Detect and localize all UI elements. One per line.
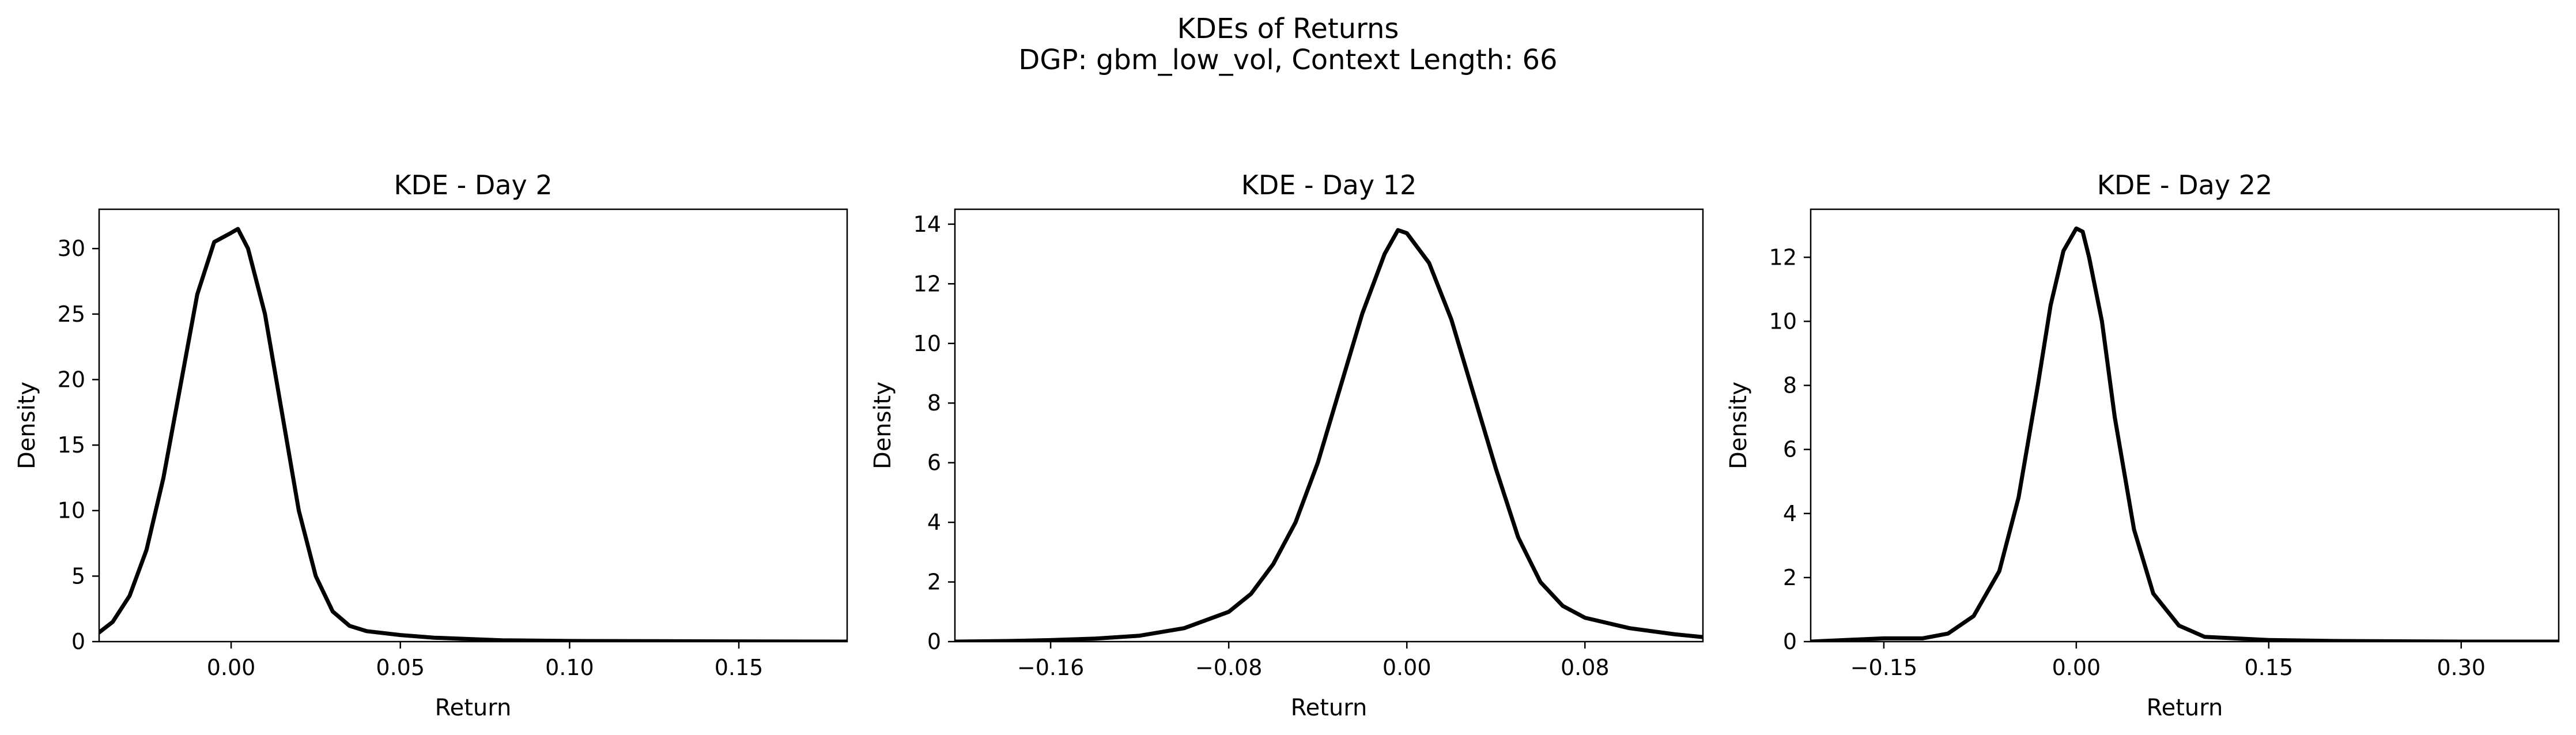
y-tick-label: 0 [927,629,941,654]
x-tick-label: −0.16 [1017,655,1084,680]
y-tick-label: 14 [913,212,941,237]
x-tick-label: 0.15 [715,655,764,680]
y-tick-label: 6 [927,450,941,476]
x-tick-label: −0.15 [1850,655,1917,680]
y-tick-label: 0 [71,629,85,654]
kde-panel-2: −0.16 −0.08 0.00 0.08 0 2 4 6 8 10 12 14 KDE - Day 1… [870,169,1704,721]
panel-title: KDE - Day 22 [2097,169,2272,201]
kde-curve [1811,226,2559,642]
y-tick-label: 8 [927,390,941,416]
x-tick-label: 0.10 [545,655,594,680]
y-axis-label: Density [14,382,40,469]
y-tick-label: 10 [1769,308,1797,334]
y-tick-label: 12 [913,271,941,296]
x-axis-label: Return [435,695,512,721]
x-tick-label: 0.15 [2245,655,2294,680]
x-tick-label: 0.05 [376,655,425,680]
y-tick-label: 10 [58,498,85,523]
figure-suptitle: KDEs of Returns [1177,13,1399,45]
figure-subtitle: DGP: gbm_low_vol, Context Length: 66 [1018,44,1558,76]
y-tick-label: 0 [1783,629,1797,654]
x-tick-label: 0.30 [2437,655,2486,680]
y-tick-label: 20 [58,367,85,392]
y-tick-label: 15 [58,432,85,458]
axes-frame [1810,208,2560,643]
y-tick-label: 10 [913,331,941,356]
panel-title: KDE - Day 2 [394,169,552,201]
y-tick-label: 2 [1783,565,1797,590]
x-tick-label: 0.00 [1383,655,1431,680]
y-axis-label: Density [870,382,896,469]
y-tick-label: 25 [58,301,85,327]
y-tick-label: 4 [1783,501,1797,526]
y-tick-label: 4 [927,510,941,535]
x-tick-label: 0.00 [2052,655,2101,680]
kde-curve [955,228,1703,642]
x-tick-label: −0.08 [1195,655,1262,680]
axes-frame [98,208,848,643]
y-tick-label: 30 [58,236,85,261]
kde-curve [99,227,847,642]
y-tick-label: 5 [71,563,85,589]
x-tick-label: 0.00 [207,655,256,680]
y-axis-label: Density [1725,382,1752,469]
x-axis-label: Return [2147,695,2223,721]
x-tick-label: 0.08 [1561,655,1610,680]
axes-frame [954,208,1704,643]
kde-panel-1: 0.00 0.05 0.10 0.15 0 5 10 15 20 25 30 KDE - Day 2 R… [14,169,848,721]
y-tick-label: 12 [1769,244,1797,270]
y-tick-label: 6 [1783,437,1797,462]
y-tick-label: 2 [927,570,941,595]
panel-title: KDE - Day 12 [1241,169,1417,201]
x-axis-label: Return [1291,695,1368,721]
y-tick-label: 8 [1783,373,1797,398]
kde-panel-3: −0.15 0.00 0.15 0.30 0 2 4 6 8 10 12 KDE - Day 22 Re… [1725,169,2560,721]
